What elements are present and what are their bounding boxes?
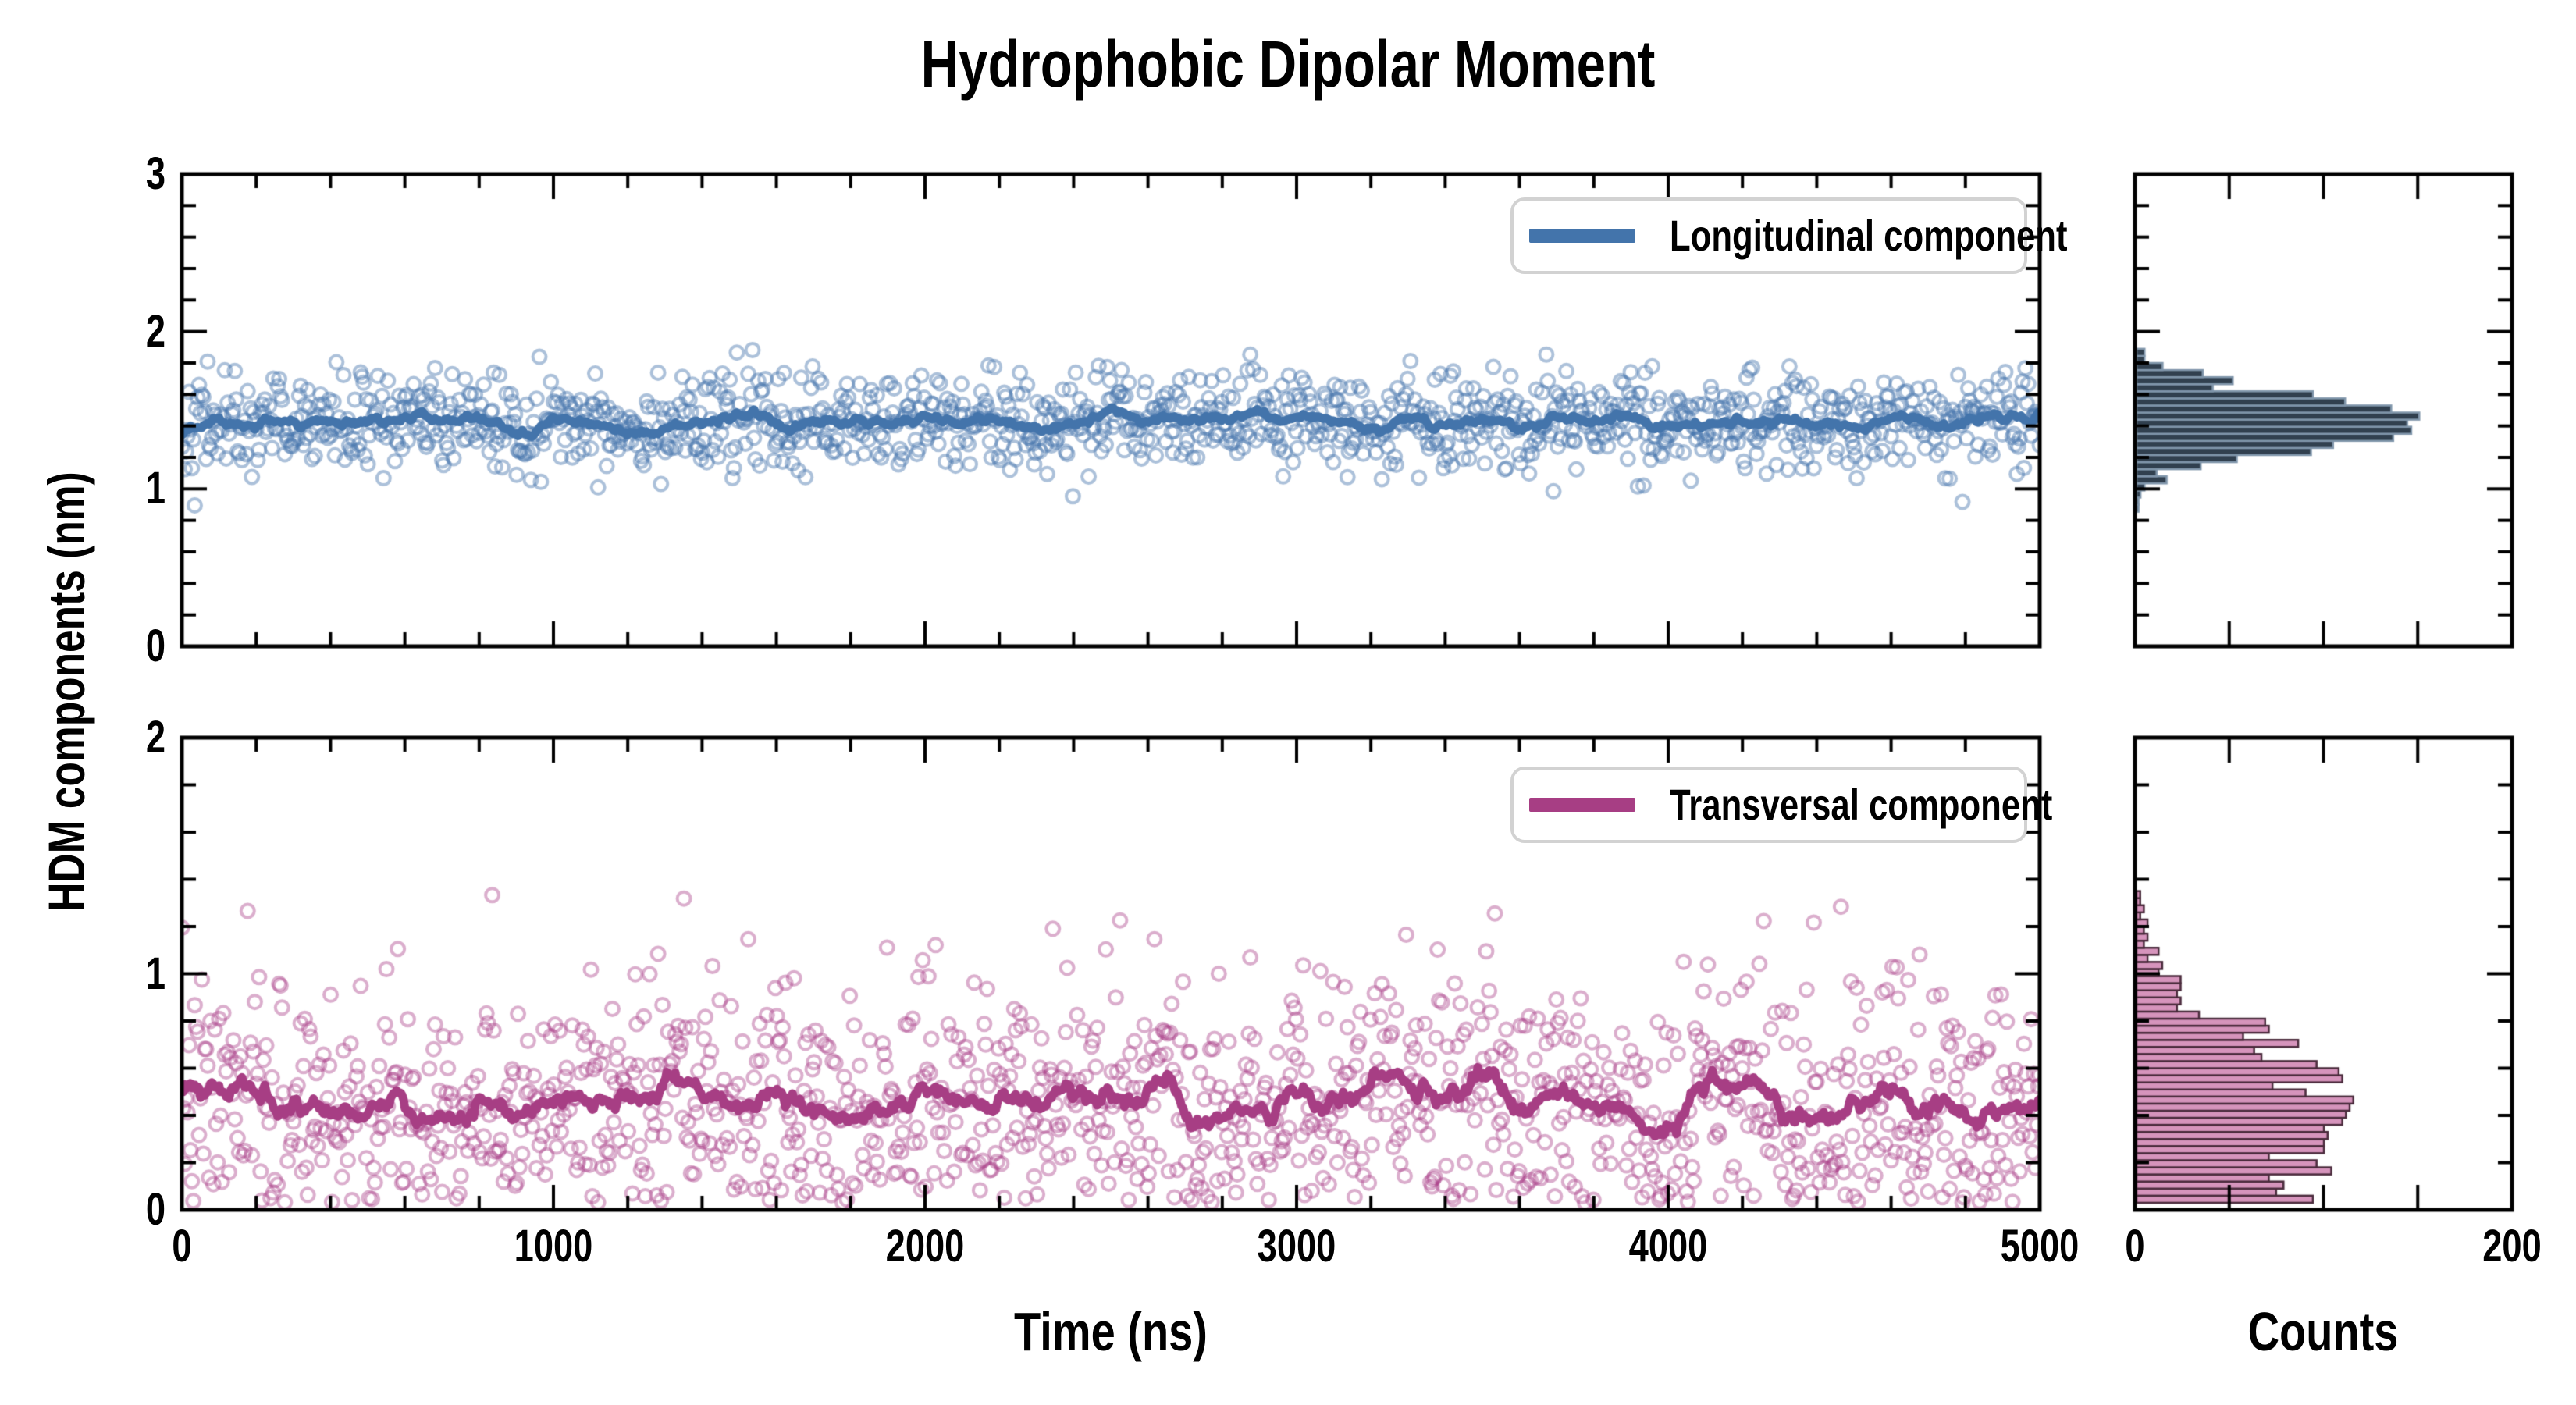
y-tick-label-longitudinal-1: 1	[145, 463, 165, 514]
x-tick-label-2000: 2000	[885, 1221, 965, 1272]
y-tick-label-longitudinal-0: 0	[145, 621, 165, 671]
x-axis-label-counts: Counts	[2247, 1301, 2399, 1362]
legend-line-swatch-transversal	[1529, 798, 1635, 812]
x-tick-label-5000: 5000	[2000, 1221, 2080, 1272]
y-axis-label: HDM components (nm)	[37, 471, 95, 912]
x-axis-label-time: Time (ns)	[1014, 1301, 1208, 1362]
x-tick-label-3000: 3000	[1257, 1221, 1336, 1272]
legend-label-longitudinal: Longitudinal component	[1670, 211, 2068, 260]
x-tick-label-1000: 1000	[514, 1221, 593, 1272]
y-tick-label-transversal-1: 1	[145, 948, 165, 999]
chart-title: Hydrophobic Dipolar Moment	[920, 27, 1656, 101]
legend-transversal: Transversal component	[1510, 767, 2052, 843]
x-tick-label-4000: 4000	[1628, 1221, 1708, 1272]
y-tick-label-transversal-2: 2	[145, 712, 165, 763]
legend-longitudinal: Longitudinal component	[1510, 197, 2068, 274]
x-tick-label-0: 0	[172, 1221, 192, 1272]
legend-line-swatch-longitudinal	[1529, 229, 1635, 243]
legend-label-transversal: Transversal component	[1670, 780, 2053, 829]
hist-x-tick-label-200: 200	[2482, 1221, 2542, 1272]
y-tick-label-transversal-0: 0	[145, 1184, 165, 1235]
hist-x-tick-label-0: 0	[2125, 1221, 2145, 1272]
y-tick-label-longitudinal-3: 3	[145, 148, 165, 199]
y-tick-label-longitudinal-2: 2	[145, 305, 165, 357]
